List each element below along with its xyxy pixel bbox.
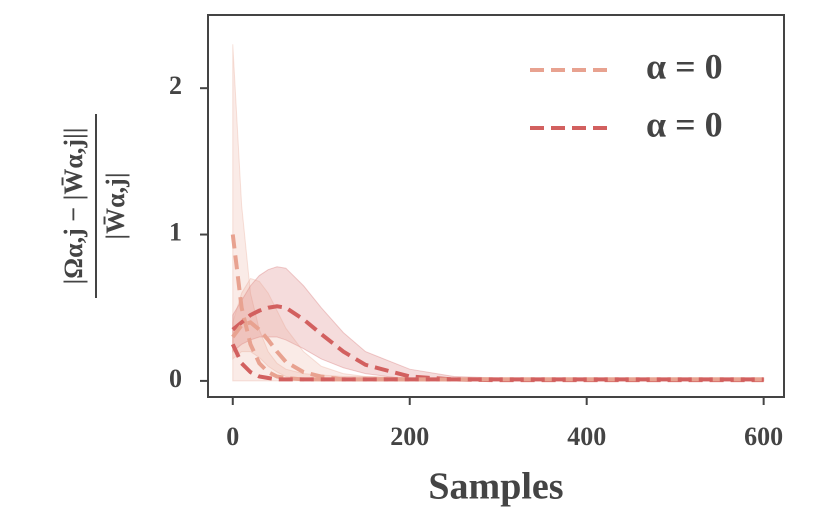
x-tick-label: 200 [390,422,429,451]
legend-label: α = 0 [646,46,723,86]
confidence-band [232,44,765,382]
x-tick-label: 600 [744,422,783,451]
y-axis-label: |Ωα,j − |W̄α,j|| |W̄α,j| [59,114,130,298]
confidence-band [232,277,765,382]
y-label-denominator: |W̄α,j| [101,172,130,239]
plot-area [230,44,765,383]
legend-label: α = 0 [646,104,723,144]
y-tick-label: 1 [169,218,182,247]
series-line [230,343,764,382]
y-tick-label: 2 [169,71,182,100]
x-axis-label: Samples [428,466,563,508]
y-tick-label: 0 [169,364,182,393]
x-tick-label: 400 [567,422,606,451]
axes-frame [207,14,785,398]
confidence-band [232,266,765,382]
series-line [231,320,764,382]
y-label-numerator: |Ωα,j − |W̄α,j|| [59,128,88,285]
x-tick-label: 0 [226,422,239,451]
